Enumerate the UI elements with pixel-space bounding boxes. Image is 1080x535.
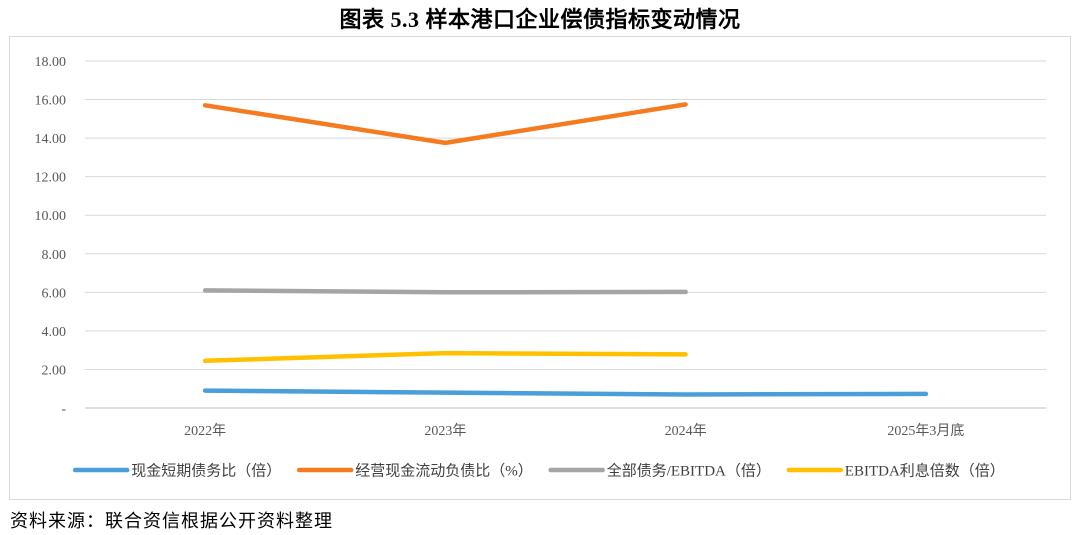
x-tick-label: 2023年: [424, 423, 466, 439]
y-tick-label: 2.00: [42, 363, 67, 378]
chart-frame: [9, 36, 1071, 500]
series-line: [202, 102, 688, 146]
legend-label: 经营现金流动负债比（%）: [355, 463, 533, 480]
y-tick-label: 10.00: [35, 209, 67, 224]
legend-item: 现金短期债务比（倍）: [72, 463, 281, 480]
y-tick-label: 8.00: [42, 248, 67, 263]
series-line: [202, 388, 929, 397]
y-tick-label: 4.00: [42, 325, 67, 340]
y-tick-label: 18.00: [35, 55, 67, 70]
series-line: [202, 288, 688, 295]
source-note: 资料来源：联合资信根据公开资料整理: [10, 511, 333, 532]
legend-item: 经营现金流动负债比（%）: [296, 463, 533, 480]
y-tick-label: -: [61, 402, 66, 417]
y-tick-label: 16.00: [35, 94, 67, 109]
x-tick-label: 2022年: [184, 423, 226, 439]
y-tick-label: 12.00: [35, 171, 67, 186]
legend-label: 现金短期债务比（倍）: [131, 463, 281, 480]
legend-label: EBITDA利息倍数（倍）: [845, 463, 1005, 480]
legend-item: EBITDA利息倍数（倍）: [786, 463, 1005, 480]
x-tick-label: 2025年3月底: [887, 423, 964, 439]
series-line: [202, 350, 688, 364]
legend-item: 全部债务/EBITDA（倍）: [548, 462, 771, 480]
chart-title: 图表 5.3 样本港口企业偿债指标变动情况: [339, 7, 741, 32]
legend-label: 全部债务/EBITDA（倍）: [607, 462, 771, 480]
y-tick-label: 14.00: [35, 132, 67, 147]
x-tick-label: 2024年: [665, 423, 707, 439]
y-tick-label: 6.00: [42, 286, 67, 301]
